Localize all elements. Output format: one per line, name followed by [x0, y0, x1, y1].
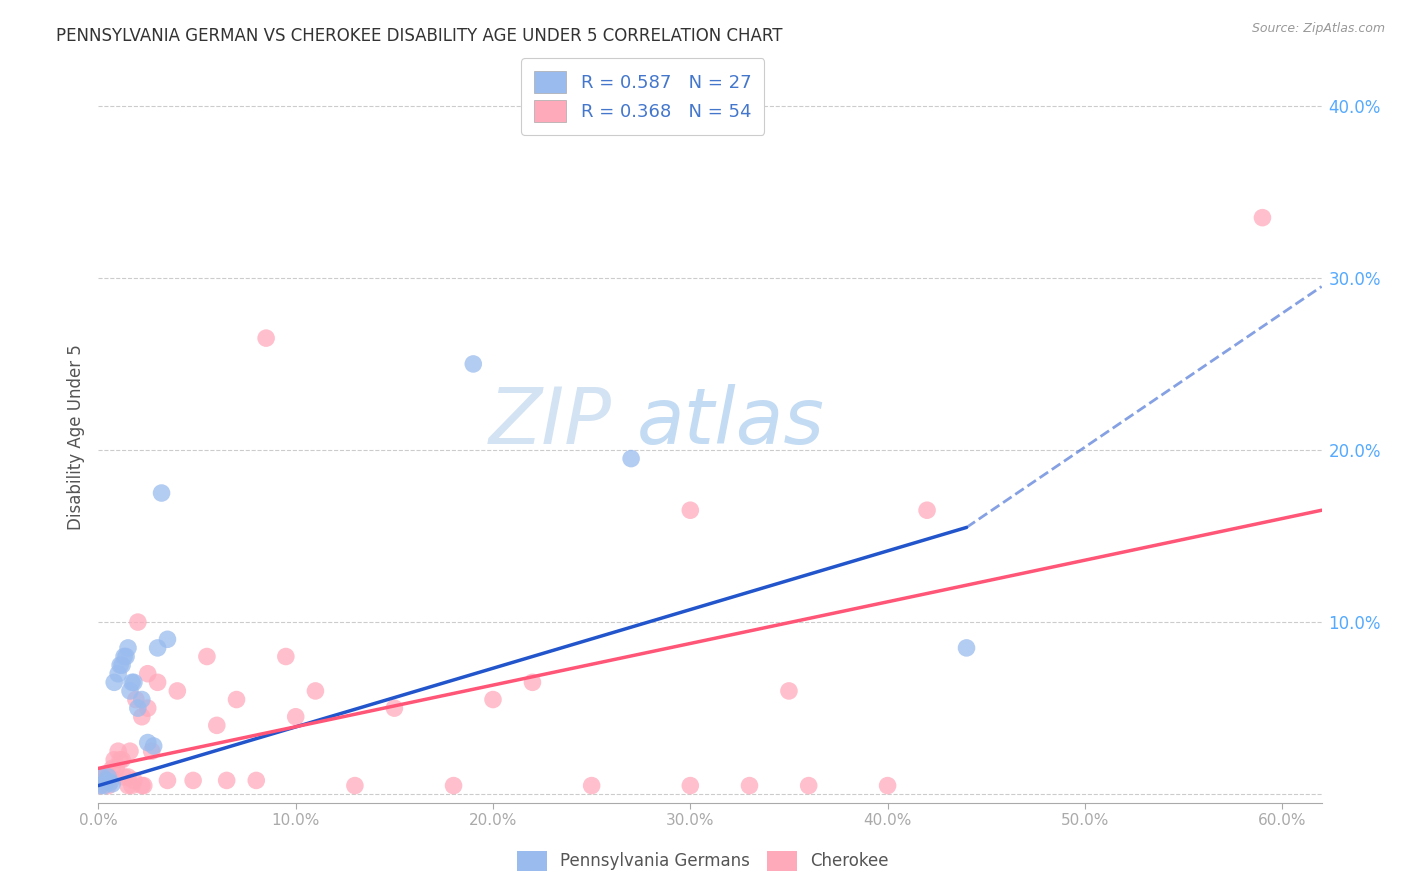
Point	[121, 675, 143, 690]
Point	[107, 744, 129, 758]
Point	[93, 779, 115, 793]
Legend: Pennsylvania Germans, Cherokee: Pennsylvania Germans, Cherokee	[509, 842, 897, 880]
Point	[107, 666, 129, 681]
Point	[98, 775, 121, 789]
Point	[205, 718, 228, 732]
Point	[156, 773, 179, 788]
Point	[115, 649, 138, 664]
Point	[96, 766, 118, 780]
Point	[131, 710, 153, 724]
Point	[91, 770, 114, 784]
Point	[955, 640, 977, 655]
Point	[136, 666, 159, 681]
Point	[108, 658, 131, 673]
Point	[103, 753, 125, 767]
Point	[150, 486, 173, 500]
Point	[166, 684, 188, 698]
Point	[112, 649, 135, 664]
Text: Source: ZipAtlas.com: Source: ZipAtlas.com	[1251, 22, 1385, 36]
Point	[225, 692, 247, 706]
Point	[146, 640, 169, 655]
Text: ZIP: ZIP	[489, 384, 612, 460]
Point	[97, 779, 120, 793]
Point	[125, 692, 148, 706]
Point	[797, 779, 820, 793]
Point	[245, 773, 267, 788]
Point	[122, 675, 145, 690]
Point	[679, 779, 702, 793]
Text: atlas: atlas	[637, 384, 824, 460]
Point	[101, 761, 124, 775]
Point	[343, 779, 366, 793]
Point	[101, 777, 124, 791]
Point	[117, 640, 139, 655]
Point	[117, 779, 139, 793]
Point	[156, 632, 179, 647]
Point	[1251, 211, 1274, 225]
Point	[112, 770, 135, 784]
Point	[89, 779, 111, 793]
Point	[136, 701, 159, 715]
Point	[284, 710, 307, 724]
Point	[581, 779, 603, 793]
Point	[181, 773, 204, 788]
Point	[111, 753, 134, 767]
Point	[146, 675, 169, 690]
Point	[103, 675, 125, 690]
Point	[122, 773, 145, 788]
Point	[111, 658, 134, 673]
Point	[915, 503, 938, 517]
Point	[131, 779, 153, 793]
Point	[121, 779, 143, 793]
Point	[142, 739, 165, 753]
Point	[679, 503, 702, 517]
Point	[215, 773, 238, 788]
Point	[254, 331, 277, 345]
Point	[96, 773, 118, 788]
Point	[105, 761, 128, 775]
Point	[108, 753, 131, 767]
Point	[127, 615, 149, 629]
Point	[132, 779, 155, 793]
Y-axis label: Disability Age Under 5: Disability Age Under 5	[66, 344, 84, 530]
Point	[778, 684, 800, 698]
Point	[97, 773, 120, 788]
Point	[91, 770, 114, 784]
Point	[98, 770, 121, 784]
Point	[127, 701, 149, 715]
Point	[195, 649, 218, 664]
Point	[482, 692, 505, 706]
Point	[141, 744, 163, 758]
Point	[382, 701, 405, 715]
Point	[274, 649, 297, 664]
Point	[738, 779, 761, 793]
Point	[136, 735, 159, 749]
Point	[97, 770, 120, 784]
Point	[304, 684, 326, 698]
Point	[131, 692, 153, 706]
Point	[876, 779, 898, 793]
Point	[620, 451, 643, 466]
Point	[443, 779, 465, 793]
Text: PENNSYLVANIA GERMAN VS CHEROKEE DISABILITY AGE UNDER 5 CORRELATION CHART: PENNSYLVANIA GERMAN VS CHEROKEE DISABILI…	[56, 27, 783, 45]
Point	[93, 773, 115, 788]
Point	[463, 357, 485, 371]
Point	[522, 675, 544, 690]
Point	[118, 684, 141, 698]
Point	[118, 744, 141, 758]
Point	[117, 770, 139, 784]
Legend: R = 0.587   N = 27, R = 0.368   N = 54: R = 0.587 N = 27, R = 0.368 N = 54	[522, 59, 765, 135]
Point	[89, 779, 111, 793]
